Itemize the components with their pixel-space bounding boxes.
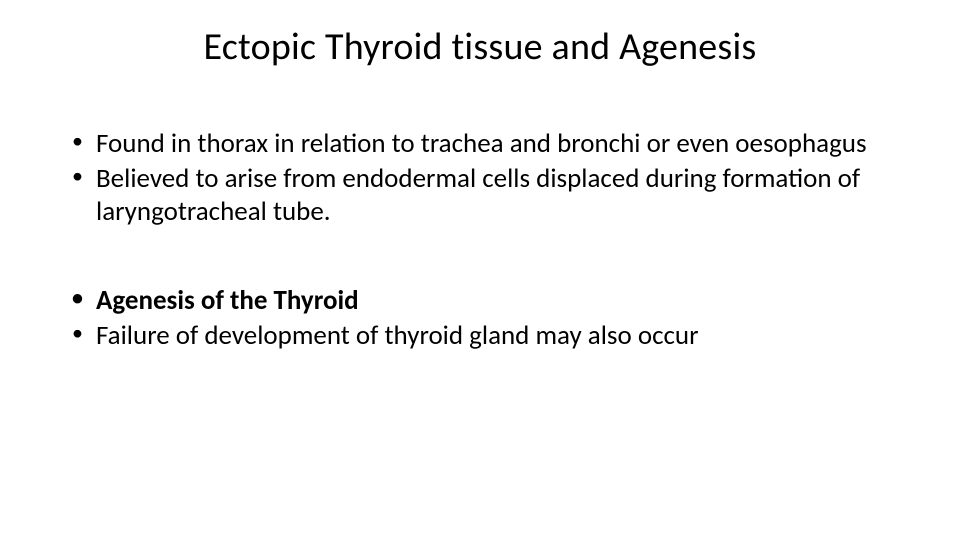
bullet-item: Found in thorax in relation to trachea a… [68, 128, 900, 161]
bullet-group-1: Found in thorax in relation to trachea a… [68, 128, 900, 229]
bullet-group-2: Agenesis of the Thyroid Failure of devel… [68, 285, 900, 353]
slide-body: Found in thorax in relation to trachea a… [60, 128, 900, 353]
bullet-item: Failure of development of thyroid gland … [68, 320, 900, 353]
slide-title: Ectopic Thyroid tissue and Agenesis [60, 24, 900, 70]
bullet-item-bold: Agenesis of the Thyroid [68, 285, 900, 318]
bullet-item: Believed to arise from endodermal cells … [68, 163, 900, 229]
slide-container: Ectopic Thyroid tissue and Agenesis Foun… [0, 0, 960, 540]
